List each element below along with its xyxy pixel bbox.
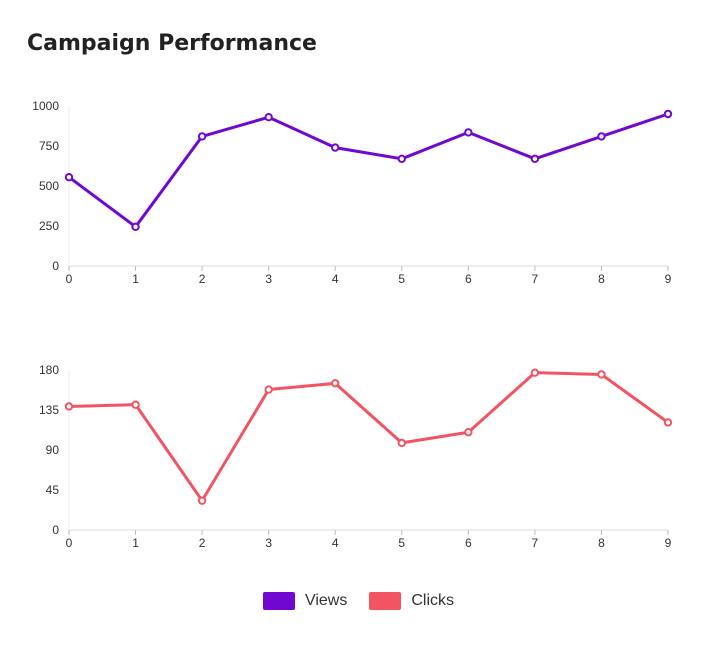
legend-label-views: Views	[304, 592, 348, 609]
clicks-data-point	[64, 402, 74, 411]
clicks-data-point	[397, 438, 406, 448]
views-x-tick-label: 0	[66, 272, 73, 286]
views-data-point	[64, 173, 74, 182]
legend-item-clicks[interactable]: Clicks	[369, 592, 454, 610]
views-x-tick-label: 8	[598, 272, 605, 286]
clicks-y-tick-label: 135	[39, 403, 59, 417]
views-data-point	[197, 132, 207, 141]
views-data-point	[331, 143, 340, 152]
clicks-x-tick-label: 2	[199, 536, 206, 550]
clicks-x-tick-label: 5	[398, 536, 405, 550]
clicks-data-point	[197, 496, 207, 505]
views-x-tick-label: 1	[132, 272, 139, 286]
views-data-point	[530, 154, 540, 164]
clicks-data-point	[131, 400, 140, 409]
legend-item-views[interactable]: Views	[262, 592, 348, 610]
clicks-x-tick-label: 9	[665, 536, 672, 550]
views-data-point	[464, 128, 473, 137]
clicks-x-tick-label: 0	[66, 536, 73, 550]
views-x-tick-label: 3	[265, 272, 272, 286]
views-data-point	[663, 109, 673, 119]
views-y-tick-label: 1000	[32, 99, 59, 113]
clicks-data-point	[264, 385, 273, 394]
views-series-line	[67, 112, 670, 229]
views-y-tick-label: 0	[52, 259, 59, 273]
clicks-y-tick-label: 45	[46, 483, 60, 497]
views-data-point	[397, 154, 406, 164]
clicks-y-tick-label: 0	[52, 523, 59, 537]
clicks-data-point	[597, 370, 606, 379]
clicks-y-tick-label: 90	[46, 443, 60, 457]
clicks-x-tick-label: 7	[532, 536, 539, 550]
legend: Views Clicks	[0, 592, 717, 610]
views-x-tick-label: 6	[465, 272, 472, 286]
views-x-tick-label: 4	[332, 272, 339, 286]
legend-swatch-views	[262, 592, 295, 610]
views-y-tick-label: 750	[39, 139, 59, 153]
views-x-tick-label: 2	[199, 272, 206, 286]
clicks-x-tick-label: 6	[465, 536, 472, 550]
clicks-series-line	[67, 371, 670, 503]
clicks-x-tick-label: 8	[598, 536, 605, 550]
views-data-point	[131, 222, 140, 232]
clicks-x-tick-label: 4	[332, 536, 339, 550]
clicks-y-tick-label: 180	[39, 363, 59, 377]
views-y-tick-label: 500	[39, 179, 59, 193]
legend-label-clicks: Clicks	[411, 592, 455, 609]
views-data-point	[264, 113, 273, 122]
clicks-x-tick-label: 3	[265, 536, 272, 550]
chart-title: Campaign Performance	[27, 31, 317, 56]
views-y-tick-label: 250	[39, 219, 59, 233]
views-x-tick-label: 7	[532, 272, 539, 286]
clicks-x-tick-label: 1	[132, 536, 139, 550]
clicks-data-point	[663, 418, 673, 427]
views-data-point	[597, 132, 606, 141]
clicks-data-point	[530, 368, 540, 377]
clicks-data-point	[464, 428, 473, 437]
clicks-data-point	[331, 379, 340, 388]
views-x-tick-label: 9	[665, 272, 672, 286]
views-x-tick-label: 5	[398, 272, 405, 286]
legend-swatch-clicks	[369, 592, 402, 610]
